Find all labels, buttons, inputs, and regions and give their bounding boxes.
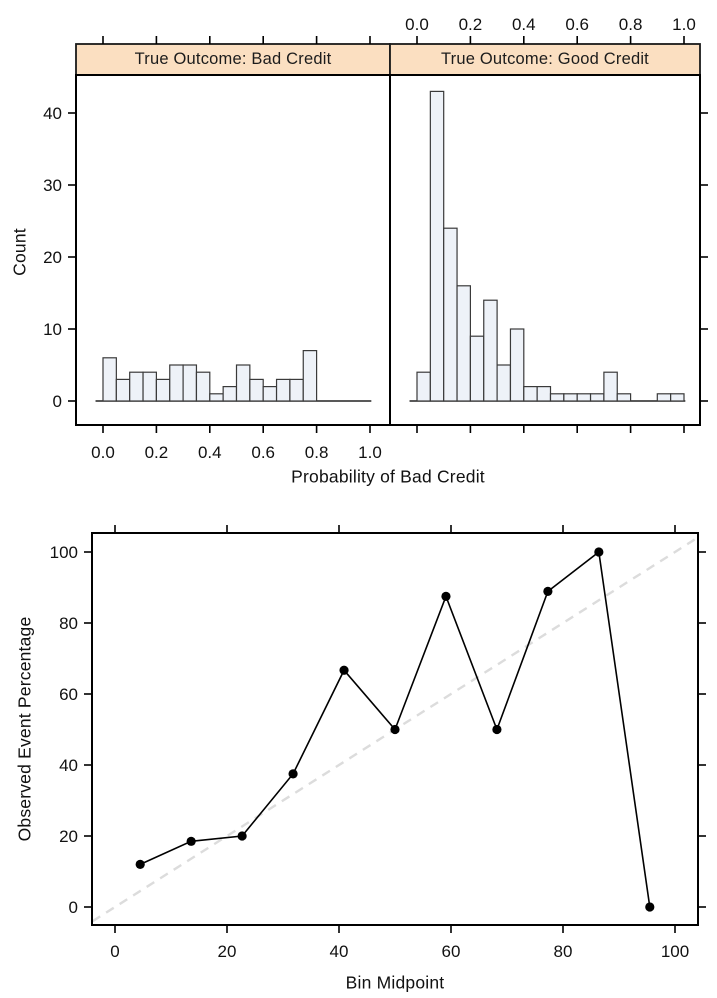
left-axis-tick-label: 20 bbox=[43, 248, 62, 267]
data-point bbox=[390, 724, 400, 735]
left-axis-tick-label: 40 bbox=[43, 104, 62, 123]
data-point bbox=[543, 586, 553, 597]
left-axis-tick-label: 40 bbox=[59, 756, 78, 775]
histogram-bar bbox=[155, 378, 171, 402]
histogram-bar bbox=[169, 364, 184, 402]
histogram-bar bbox=[429, 90, 445, 402]
histogram-bar bbox=[483, 299, 498, 402]
data-point bbox=[441, 591, 451, 601]
bottom-axis-tick-label: 0.6 bbox=[251, 443, 275, 462]
histogram-bar bbox=[576, 393, 592, 402]
histogram-bar bbox=[249, 378, 264, 402]
data-point bbox=[186, 836, 196, 846]
histogram-panel-good bbox=[409, 90, 686, 402]
bottom-y-axis-title: Observed Event Percentage bbox=[14, 616, 35, 842]
histogram-bar bbox=[616, 393, 632, 402]
histogram-bar bbox=[195, 371, 211, 402]
histogram-bar bbox=[416, 371, 431, 402]
histogram-bar bbox=[289, 378, 304, 402]
bottom-axis-tick-label: 80 bbox=[554, 942, 573, 961]
bottom-axis-tick-label: 0.4 bbox=[198, 443, 222, 462]
histogram-bar bbox=[182, 364, 198, 402]
bottom-axis-tick-label: 0.8 bbox=[305, 443, 329, 462]
panel-border-1 bbox=[389, 74, 701, 426]
panel-bg-0 bbox=[76, 75, 390, 425]
histogram-bar bbox=[496, 364, 512, 402]
data-point bbox=[135, 859, 145, 869]
left-axis-tick-label: 0 bbox=[69, 898, 78, 917]
probability-histogram-chart: 0.0 0.0 0.2 0.2 0.4 0.4 0.6 0.6 0.8 0.8 1.0 1.0 0 10 2… bbox=[43, 15, 708, 462]
histogram-bar bbox=[509, 328, 525, 402]
top-axis-tick-label: 0.4 bbox=[512, 15, 536, 34]
histogram-bar bbox=[536, 386, 552, 402]
bottom-axis-tick-label: 0.2 bbox=[145, 443, 169, 462]
histogram-bar bbox=[469, 335, 485, 402]
data-point bbox=[288, 769, 298, 779]
histogram-panel-bad bbox=[95, 350, 372, 402]
bottom-axis-tick-label: 40 bbox=[330, 942, 349, 961]
histogram-bar bbox=[115, 378, 131, 402]
bottom-axis-tick-label: 20 bbox=[218, 942, 237, 961]
histogram-bar bbox=[275, 378, 291, 402]
data-point bbox=[492, 724, 502, 735]
histogram-bar bbox=[523, 386, 538, 402]
histogram-bar bbox=[235, 364, 251, 402]
histogram-bar bbox=[443, 227, 458, 402]
strip-bad-credit bbox=[75, 43, 391, 76]
top-axis-tick-label: 1.0 bbox=[672, 15, 696, 34]
histogram-bar bbox=[262, 386, 278, 402]
histogram-bar bbox=[209, 393, 224, 402]
histogram-bar bbox=[456, 285, 471, 402]
histogram-bar bbox=[589, 393, 605, 402]
histogram-bar bbox=[603, 371, 618, 402]
bottom-axis-tick-label: 0 bbox=[110, 942, 119, 961]
left-axis-tick-label: 100 bbox=[50, 543, 78, 562]
calibration-plot-chart: 0 20 40 60 80 100 0 20 40 60 80 100 bbox=[50, 525, 706, 961]
left-axis-tick-label: 80 bbox=[59, 614, 78, 633]
top-y-axis-title: Count bbox=[9, 228, 30, 276]
bottom-axis-tick-label: 60 bbox=[442, 942, 461, 961]
left-axis-tick-label: 60 bbox=[59, 685, 78, 704]
top-x-axis-title: Probability of Bad Credit bbox=[291, 466, 485, 487]
top-axis-tick-label: 0.6 bbox=[565, 15, 589, 34]
strip-label-good-credit: True Outcome: Good Credit bbox=[441, 50, 649, 68]
data-point bbox=[594, 547, 604, 557]
histogram-bar bbox=[563, 393, 578, 402]
left-axis-tick-label: 30 bbox=[43, 176, 62, 195]
histogram-bar bbox=[142, 371, 158, 402]
data-point bbox=[645, 902, 655, 912]
left-axis-tick-label: 0 bbox=[53, 392, 62, 411]
histogram-bar bbox=[302, 350, 318, 402]
histogram-bar bbox=[656, 393, 672, 402]
top-axis-tick-label: 0.2 bbox=[459, 15, 483, 34]
bottom-axis-tick-label: 1.0 bbox=[358, 443, 382, 462]
top-axis-tick-label: 0.8 bbox=[619, 15, 643, 34]
histogram-bar bbox=[102, 357, 117, 402]
left-axis-tick-label: 10 bbox=[43, 320, 62, 339]
histogram-bar bbox=[549, 393, 565, 402]
data-point bbox=[339, 665, 349, 675]
strip-label-bad-credit: True Outcome: Bad Credit bbox=[134, 50, 332, 68]
bottom-axis-tick-label: 100 bbox=[661, 942, 689, 961]
panel-border bbox=[91, 532, 699, 926]
histogram-bar bbox=[129, 371, 144, 402]
bottom-x-axis-title: Bin Midpoint bbox=[345, 972, 445, 993]
data-point bbox=[237, 831, 247, 841]
bottom-axis-tick-label: 0.0 bbox=[91, 443, 115, 462]
left-axis-tick-label: 20 bbox=[59, 827, 78, 846]
top-axis-tick-label: 0.0 bbox=[405, 15, 429, 34]
strip-good-credit bbox=[389, 43, 701, 76]
histogram-bar bbox=[222, 386, 238, 402]
histogram-bar bbox=[670, 393, 685, 402]
